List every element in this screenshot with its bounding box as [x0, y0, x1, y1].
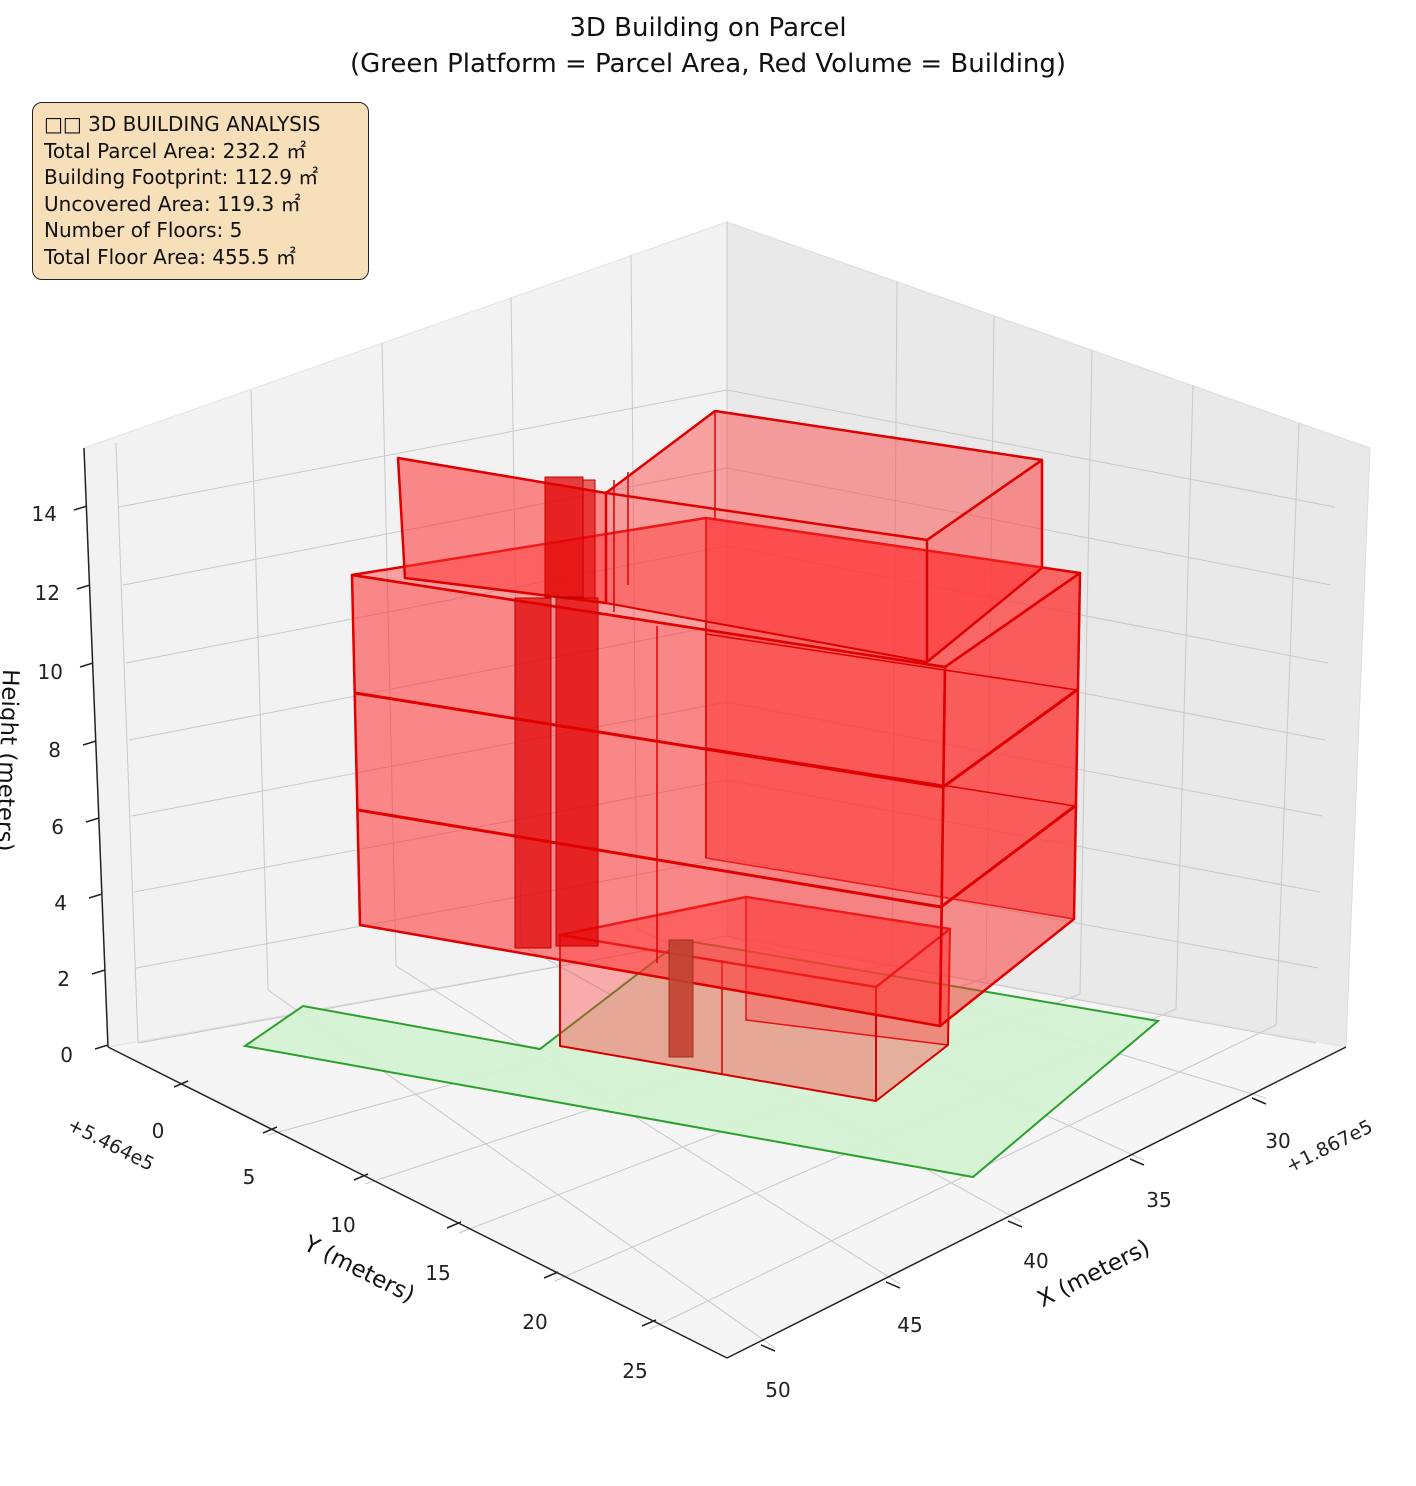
column-ground [668, 939, 694, 1058]
x-tick-45 [885, 1281, 901, 1289]
info-line-floor-area: Total Floor Area: 455.5 ㎡ [44, 244, 296, 269]
grid-y-0 [115, 442, 139, 1044]
x-tick-label: 35 [1146, 1188, 1171, 1212]
floor-grid-x-45 [395, 965, 901, 1285]
main-floor-back-2 [705, 747, 1076, 807]
y-tick-20 [543, 1271, 559, 1279]
y-axis-label: Y (meters) [299, 1231, 419, 1309]
grid-x-35 [1175, 384, 1194, 1010]
x-axis-offset: +1.867e5 [1282, 1116, 1376, 1178]
z-tick-2 [91, 969, 106, 975]
floor-grid-y-25 [649, 1024, 1277, 1330]
building-columns [514, 476, 694, 1058]
axis-lines [83, 447, 1347, 1359]
z-tick-8 [82, 740, 97, 746]
column-upper [544, 476, 584, 598]
column-main-left [514, 597, 552, 949]
y-tick-25 [641, 1319, 657, 1327]
info-line-floors: Number of Floors: 5 [44, 218, 243, 242]
chart-title-line-2: (Green Platform = Parcel Area, Red Volum… [350, 49, 1066, 79]
grid-x-40 [1079, 349, 1093, 995]
y-tick-label: 15 [425, 1261, 450, 1285]
z-axis-line [83, 447, 109, 1048]
y-tick-label: 10 [330, 1213, 355, 1237]
column-upper-2 [582, 479, 596, 599]
main-floor-back-3 [705, 633, 1078, 691]
x-tick-35 [1129, 1158, 1145, 1166]
z-tick-6 [85, 817, 100, 823]
z-tick-label: 8 [48, 738, 61, 762]
z-tick-label: 2 [57, 967, 70, 991]
x-tick-label: 30 [1265, 1129, 1290, 1153]
info-line-footprint: Building Footprint: 112.9 ㎡ [44, 165, 319, 189]
z-tick-label: 0 [60, 1043, 73, 1067]
x-axis-line [726, 1046, 1347, 1359]
z-tick-0 [94, 1044, 109, 1050]
x-tick-50 [760, 1344, 776, 1352]
column-main-right [555, 597, 599, 947]
info-line-uncovered: Uncovered Area: 119.3 ㎡ [44, 191, 301, 216]
tick-marks [73, 505, 1267, 1352]
z-tick-12 [76, 584, 91, 590]
z-tick-10 [79, 662, 94, 668]
y-tick-label: 5 [243, 1165, 256, 1189]
info-line-parcel-area: Total Parcel Area: 232.2 ㎡ [44, 138, 307, 163]
z-tick-4 [88, 893, 103, 899]
floor-line-2 [357, 804, 1076, 909]
x-tick-30 [1251, 1097, 1267, 1105]
y-tick-label: 0 [152, 1119, 165, 1143]
y-tick-label: 20 [522, 1310, 547, 1334]
x-tick-label: 50 [765, 1378, 790, 1402]
grid-y-5 [250, 389, 269, 991]
analysis-info-box: □□ 3D BUILDING ANALYSIS Total Parcel Are… [32, 102, 369, 280]
x-tick-40 [1007, 1220, 1023, 1228]
z-tick-14 [73, 505, 88, 511]
x-axis-label: X (meters) [1033, 1235, 1154, 1313]
building-volume [350, 409, 1082, 1102]
z-tick-label: 6 [51, 815, 64, 839]
y-tick-label: 25 [622, 1359, 647, 1383]
x-tick-label: 45 [897, 1313, 922, 1337]
y-tick-10 [353, 1173, 369, 1181]
info-heading: □□ 3D BUILDING ANALYSIS [44, 112, 321, 136]
y-axis-offset: +5.464e5 [64, 1114, 158, 1176]
y-tick-5 [262, 1126, 278, 1134]
y-tick-0 [173, 1080, 189, 1088]
y-axis-line [107, 1046, 728, 1359]
z-tick-label: 4 [54, 891, 67, 915]
z-tick-label: 10 [38, 660, 63, 684]
grid-x-30 [1275, 422, 1300, 1026]
y-tick-15 [446, 1221, 462, 1229]
z-tick-label: 12 [35, 581, 60, 605]
z-tick-label: 14 [32, 502, 57, 526]
top-block-right-wing-side [925, 458, 1044, 664]
chart-title-line-1: 3D Building on Parcel [569, 13, 846, 43]
z-axis-label: Height (meters) [0, 669, 23, 852]
x-tick-label: 40 [1023, 1249, 1048, 1273]
